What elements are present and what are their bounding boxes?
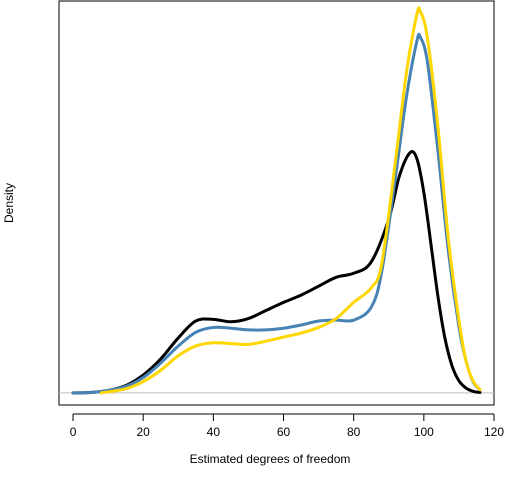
x-tick-label: 20 (137, 425, 151, 439)
density-line-1 (71, 150, 482, 395)
x-tick-label: 100 (414, 425, 434, 439)
x-tick-label: 120 (484, 425, 504, 439)
x-axis-title: Estimated degrees of freedom (190, 452, 351, 466)
plot-frame (58, 0, 495, 406)
x-tick-label: 60 (277, 425, 291, 439)
x-axis: 0 20 40 60 80 100 120 (70, 413, 504, 439)
series-layer (71, 6, 482, 395)
y-axis-title: Density (2, 183, 16, 223)
density-line-3 (99, 6, 482, 395)
x-tick-label: 0 (70, 425, 77, 439)
x-tick-label: 40 (207, 425, 221, 439)
x-tick-label: 80 (347, 425, 361, 439)
